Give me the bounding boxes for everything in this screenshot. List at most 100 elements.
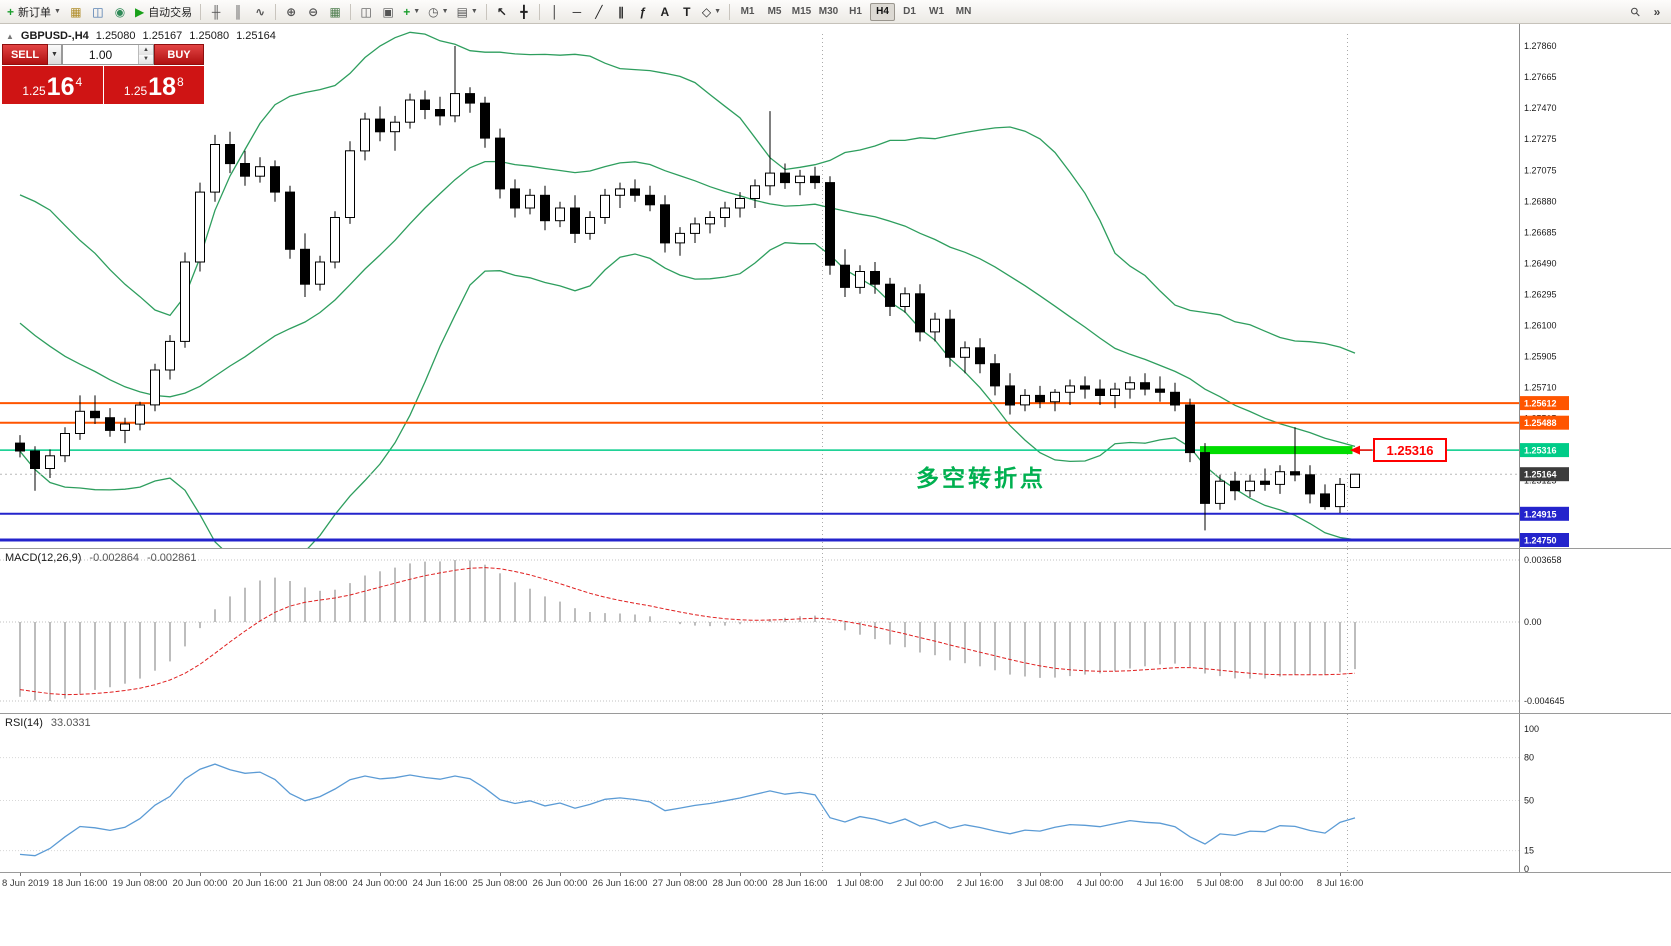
cascade-windows-icon[interactable]: ▣ <box>378 2 398 22</box>
cursor-icon: ↖ <box>496 4 507 19</box>
timeframe-m30[interactable]: M30 <box>818 6 839 17</box>
chart-annotation-text[interactable]: 多空转折点 <box>916 465 1046 491</box>
timeframe-w1[interactable]: W1 <box>929 6 945 17</box>
indicators-button[interactable]: + ▼ <box>400 2 423 22</box>
auto-trading-button[interactable]: ▶ 自动交易 <box>132 2 195 22</box>
timeframe-m5[interactable]: M5 <box>767 6 782 17</box>
svg-text:1.27860: 1.27860 <box>1524 41 1557 51</box>
time-axis[interactable]: 8 Jun 2019 18 Jun 16:00 19 Jun 08:00 20 Jun… <box>0 872 1671 895</box>
tile-windows-icon[interactable]: ▦ <box>325 2 345 22</box>
volume-down-button[interactable]: ▼ <box>139 54 153 64</box>
time-tick <box>500 873 501 876</box>
horizontal-line-icon[interactable]: ─ <box>567 2 587 22</box>
rsi-panel-separator[interactable] <box>0 713 1671 714</box>
macd-indicator-panel[interactable]: 0.003658 0.00 -0.004645 <box>0 549 1671 713</box>
buy-price-point: 8 <box>176 75 184 89</box>
arrange-windows-icon[interactable]: ◫ <box>356 2 376 22</box>
time-label: 1 Jul 08:00 <box>836 878 884 889</box>
cursor-icon[interactable]: ↖ <box>492 2 512 22</box>
svg-text:1.27075: 1.27075 <box>1524 166 1557 176</box>
time-label: 3 Jul 08:00 <box>1016 878 1064 889</box>
time-label: 5 Jul 08:00 <box>1196 878 1244 889</box>
macd-panel-separator[interactable] <box>0 548 1671 549</box>
trendline-icon[interactable]: ╱ <box>589 2 609 22</box>
buy-price-button[interactable]: 1.25 18 8 <box>103 66 204 104</box>
time-label: 24 Jun 00:00 <box>352 878 408 889</box>
toolbar-overflow-icon: » <box>1653 4 1661 19</box>
volume-up-button[interactable]: ▲ <box>139 45 153 55</box>
bollinger-upper-band <box>19 31 1356 354</box>
rsi-label: RSI(14) 33.0331 <box>5 717 91 729</box>
shapes-button[interactable]: ◇ ▼ <box>699 2 724 22</box>
chevron-down-icon: ▼ <box>54 8 61 15</box>
zoom-in-icon[interactable]: ⊕ <box>281 2 301 22</box>
zoom-out-icon[interactable]: ⊖ <box>303 2 323 22</box>
rsi-indicator-panel[interactable]: 100 80 50 15 0 <box>0 714 1671 872</box>
new-order-button[interactable]: + 新订单 ▼ <box>4 2 64 22</box>
channel-icon[interactable]: ∥ <box>611 2 631 22</box>
time-tick <box>920 873 921 876</box>
periods-button[interactable]: ◷ ▼ <box>425 2 451 22</box>
time-label: 20 Jun 16:00 <box>232 878 288 889</box>
sell-price-button[interactable]: 1.25 16 4 <box>2 66 103 104</box>
toolbar-overflow-icon[interactable]: » <box>1647 2 1667 22</box>
ohlc-low: 1.25080 <box>189 30 230 42</box>
templates-button[interactable]: ▤ ▼ <box>454 2 481 22</box>
text-icon[interactable]: A <box>655 2 675 22</box>
periods-icon: ◷ <box>428 4 439 19</box>
svg-text:0: 0 <box>1524 864 1529 872</box>
vertical-line-icon[interactable]: │ <box>545 2 565 22</box>
price-callout-box[interactable]: 1.25316 <box>1373 438 1447 463</box>
label-icon: T <box>683 4 691 19</box>
time-tick <box>800 873 801 876</box>
time-label: 8 Jun 2019 <box>2 878 50 889</box>
timeframe-h1[interactable]: H1 <box>849 6 862 17</box>
market-watch-icon[interactable]: ◫ <box>88 2 108 22</box>
symbol-period-label: GBPUSD-,H4 <box>20 30 89 42</box>
time-label: 25 Jun 08:00 <box>472 878 528 889</box>
time-label: 8 Jul 16:00 <box>1316 878 1364 889</box>
line-chart-icon[interactable]: ∿ <box>250 2 270 22</box>
bar-chart-icon[interactable]: ╫ <box>206 2 226 22</box>
label-icon[interactable]: T <box>677 2 697 22</box>
auto-trading-button-label: 自动交易 <box>148 6 193 19</box>
time-tick <box>1040 873 1041 876</box>
crosshair-icon[interactable]: ╋ <box>514 2 534 22</box>
auto-trading-icon: ▶ <box>134 4 145 19</box>
candlestick-chart-icon[interactable]: ║ <box>228 2 248 22</box>
buy-button[interactable]: BUY <box>154 44 204 65</box>
svg-text:1.26490: 1.26490 <box>1524 259 1557 269</box>
highlight-segment[interactable] <box>1200 446 1353 455</box>
price-chart[interactable]: 1.27860 1.27665 1.27470 1.27275 1.27075 1.268… <box>0 24 1671 548</box>
timeframe-m1[interactable]: M1 <box>740 6 755 17</box>
time-tick <box>1220 873 1221 876</box>
svg-text:1.27470: 1.27470 <box>1524 103 1557 113</box>
time-tick <box>1160 873 1161 876</box>
time-tick <box>20 873 21 876</box>
templates-icon: ▤ <box>456 4 468 19</box>
rsi-name: RSI(14) <box>5 717 43 729</box>
chevron-down-icon: ▼ <box>413 8 421 15</box>
time-tick <box>440 873 441 876</box>
timeframe-d1[interactable]: D1 <box>903 6 916 17</box>
price-tag <box>1520 396 1569 411</box>
timeframe-m15[interactable]: M15 <box>791 6 812 17</box>
horizontal-line-icon: ─ <box>572 4 582 19</box>
charts-icon[interactable]: ▦ <box>66 2 86 22</box>
sell-button[interactable]: SELL <box>2 44 48 65</box>
timeframe-h4[interactable]: H4 <box>870 2 896 21</box>
new-order-button-label: 新订单 <box>18 6 52 19</box>
one-click-options-caret[interactable]: ▼ <box>48 44 62 65</box>
fibonacci-icon[interactable]: ƒ <box>633 2 653 22</box>
timeframe-mn[interactable]: MN <box>955 6 972 17</box>
volume-input[interactable] <box>63 45 138 64</box>
volume-field: ▲ ▼ <box>62 44 154 65</box>
macd-signal-line <box>19 567 1356 696</box>
time-tick <box>380 873 381 876</box>
search-icon[interactable]: ⚲ <box>1625 2 1645 22</box>
chevron-down-icon: ▼ <box>470 8 478 15</box>
one-click-trading-widget: SELL ▼ ▲ ▼ BUY 1.25 16 4 1.25 18 8 <box>2 44 204 104</box>
navigator-icon[interactable]: ◉ <box>110 2 130 22</box>
channel-icon: ∥ <box>617 4 624 19</box>
callout-arrow-icon <box>1350 445 1360 455</box>
